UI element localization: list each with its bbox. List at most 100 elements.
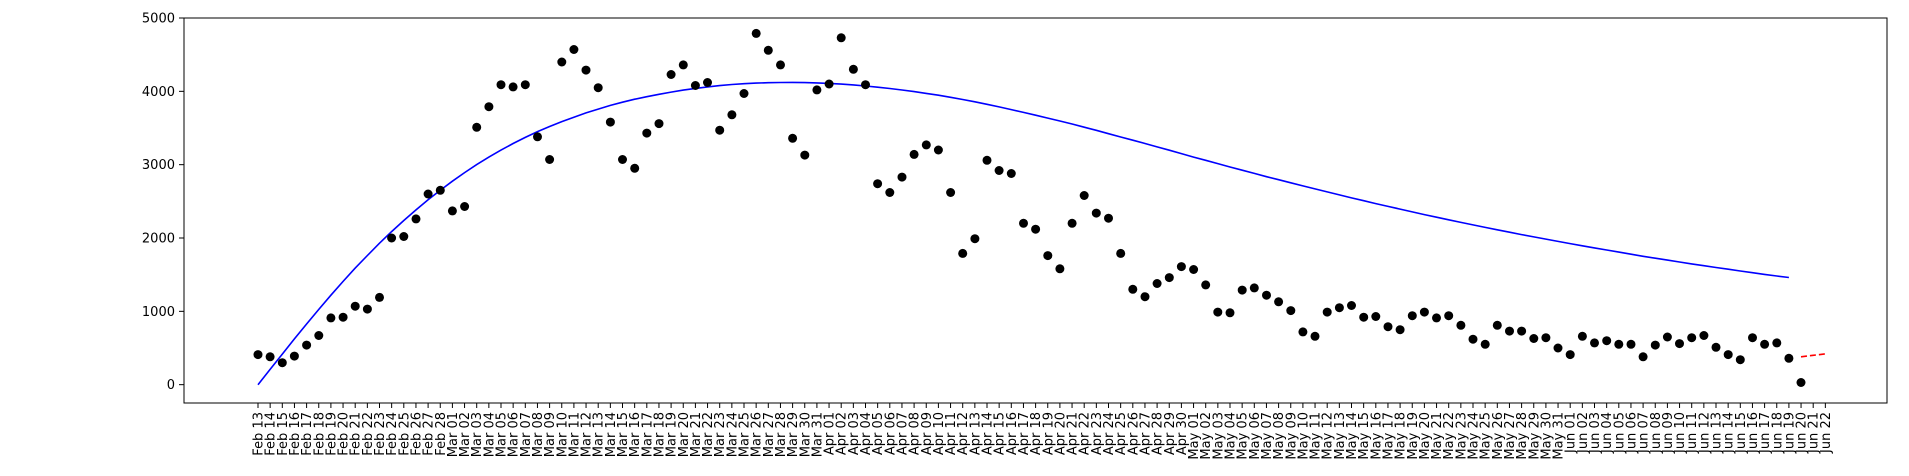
x-tick-label: May 09 [1284, 412, 1299, 460]
x-tick-label: Apr 22 [1078, 412, 1093, 455]
data-point [375, 292, 384, 302]
x-tick-label: May 17 [1381, 412, 1396, 460]
x-tick-label: Feb 15 [276, 412, 291, 456]
x-tick-label: May 19 [1406, 412, 1421, 460]
x-tick-label: Apr 03 [847, 412, 862, 455]
data-point [1334, 303, 1344, 313]
data-point [982, 155, 992, 165]
data-point [581, 65, 591, 75]
forecast-line [1800, 353, 1826, 358]
x-tick-label: Mar 29 [786, 412, 801, 457]
data-point [277, 358, 287, 368]
data-point [1505, 326, 1514, 336]
x-tick-label: Apr 30 [1175, 412, 1190, 455]
x-tick-label: Feb 26 [409, 412, 424, 456]
data-point [654, 119, 664, 129]
x-tick-label: Jun 13 [1710, 412, 1725, 454]
data-point [1517, 326, 1527, 336]
data-point [1249, 283, 1259, 293]
x-tick-label: Jun 17 [1758, 412, 1773, 454]
data-point [472, 122, 482, 132]
x-tick-label: May 26 [1491, 412, 1506, 460]
x-tick-label: May 29 [1527, 412, 1542, 460]
data-point [1140, 292, 1150, 302]
data-point [1553, 343, 1563, 353]
x-tick-label: Mar 05 [495, 412, 510, 457]
x-tick-label: Apr 16 [1005, 412, 1020, 455]
x-tick-label: Apr 01 [823, 412, 838, 455]
x-tick-label: Apr 09 [920, 412, 935, 455]
data-point [994, 166, 1004, 175]
data-point [1711, 342, 1721, 352]
x-tick-label: May 30 [1539, 412, 1554, 460]
data-point [788, 133, 798, 143]
x-tick-label: May 20 [1418, 412, 1433, 460]
data-point [630, 163, 640, 173]
data-point [1176, 262, 1186, 272]
data-point [1638, 352, 1648, 362]
x-tick-label: Mar 23 [713, 412, 728, 457]
data-point [338, 312, 348, 322]
x-tick-label: Apr 13 [968, 412, 983, 455]
data-point [1237, 285, 1247, 295]
x-tick-label: Feb 17 [300, 412, 315, 456]
x-tick-label: Jun 04 [1600, 412, 1615, 454]
data-point [678, 60, 688, 70]
x-tick-label: Mar 22 [701, 412, 716, 457]
x-tick-label: Jun 06 [1624, 412, 1639, 454]
x-tick-label: Feb 25 [397, 412, 412, 456]
data-point [666, 70, 676, 79]
x-tick-label: May 07 [1260, 412, 1275, 460]
data-point [326, 313, 336, 323]
x-tick-label: Jun 21 [1807, 412, 1822, 454]
x-tick-label: Feb 21 [349, 412, 364, 456]
x-tick-label: May 11 [1309, 412, 1324, 460]
x-tick-label: Apr 14 [981, 412, 996, 455]
x-tick-label: May 01 [1187, 412, 1202, 460]
data-point [399, 232, 409, 241]
data-point [1577, 331, 1587, 341]
data-point [703, 78, 712, 87]
data-point [253, 350, 263, 360]
data-point [508, 82, 518, 92]
data-point [1395, 325, 1405, 335]
x-tick-label: Apr 25 [1114, 412, 1129, 455]
x-tick-label: Mar 11 [567, 412, 582, 457]
data-point [1079, 191, 1089, 200]
data-point [1407, 311, 1417, 321]
data-point [690, 81, 700, 90]
x-tick-label: Apr 08 [908, 412, 923, 455]
data-points-layer [253, 28, 1806, 387]
data-point [265, 352, 275, 362]
data-point [520, 80, 530, 90]
data-point [1298, 327, 1308, 337]
data-point [776, 60, 785, 70]
data-point [921, 140, 931, 150]
x-tick-label: Jun 20 [1795, 412, 1810, 454]
data-point [1006, 169, 1016, 178]
data-point [824, 79, 834, 89]
x-tick-label: Feb 24 [385, 412, 400, 456]
data-point [1784, 353, 1794, 363]
x-tick-label: May 25 [1479, 412, 1494, 460]
data-point [812, 85, 822, 95]
data-point [1152, 279, 1162, 288]
x-tick-label: May 05 [1236, 412, 1251, 460]
x-tick-label: May 08 [1272, 412, 1287, 460]
x-tick-label: Apr 17 [1017, 412, 1032, 455]
x-tick-label: Feb 20 [337, 412, 352, 456]
x-tick-label: Apr 12 [956, 412, 971, 455]
x-tick-label: Apr 06 [883, 412, 898, 455]
data-point [1675, 339, 1684, 349]
data-point [958, 248, 968, 258]
data-point [1748, 333, 1757, 343]
x-tick-label: Jun 15 [1734, 412, 1749, 454]
x-tick-label: Jun 14 [1722, 412, 1737, 454]
data-point [1286, 306, 1296, 316]
x-tick-label: Apr 02 [835, 412, 850, 455]
x-tick-label: Mar 09 [543, 412, 558, 457]
data-point [289, 351, 299, 361]
x-tick-label: Apr 20 [1053, 412, 1068, 455]
